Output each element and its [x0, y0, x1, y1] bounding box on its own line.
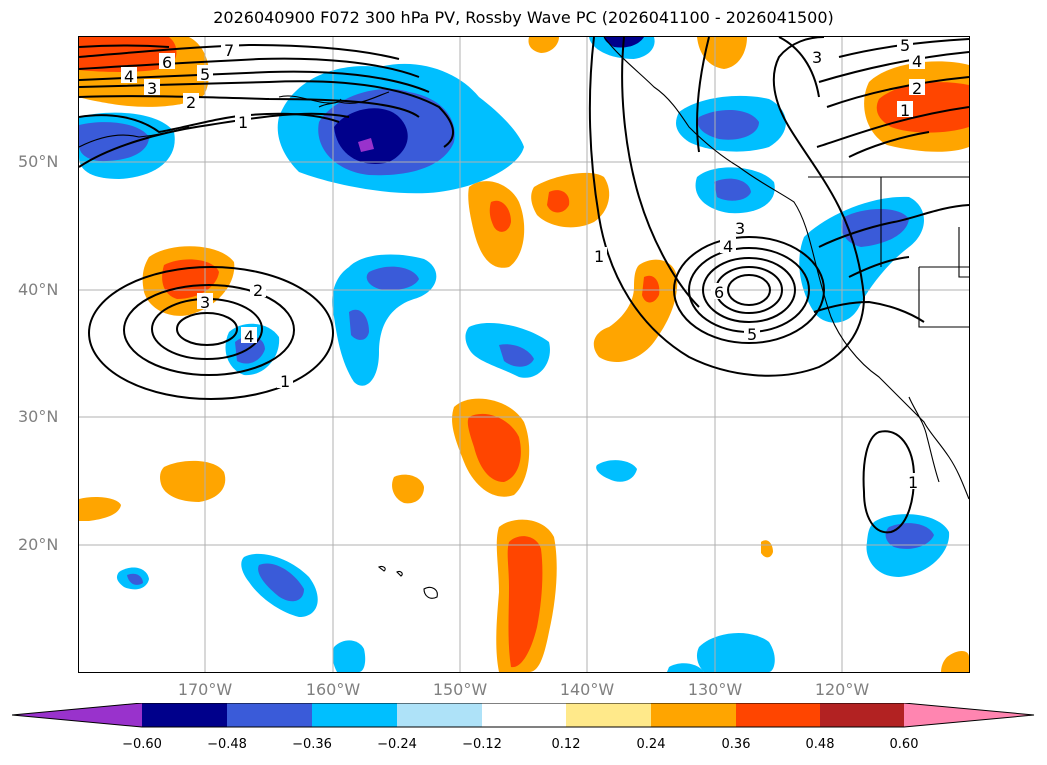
contour-label-low-1: 1 [280, 372, 290, 391]
colorbar-bin [482, 703, 566, 727]
colorbar-tick: 0.60 [889, 737, 919, 752]
graticule [79, 37, 969, 672]
contour-label-high-4: 4 [723, 237, 733, 256]
contour-label-high-5: 5 [747, 325, 757, 344]
colorbar-tick: 0.24 [636, 737, 666, 752]
map-panel: 7 6 5 4 3 2 1 5 4 3 2 1 3 4 6 5 2 3 4 1 … [79, 37, 969, 672]
lon-label-140w: 140°W [559, 680, 615, 699]
contour-label-5: 5 [200, 65, 210, 84]
colorbar-bin [651, 703, 736, 727]
contour-label-low-4: 4 [244, 327, 254, 346]
lat-label-20n: 20°N [18, 535, 59, 554]
colorbar-tick: −0.48 [207, 737, 247, 752]
contour-label-baja-1: 1 [908, 473, 918, 492]
contour-label-ne-1: 1 [900, 101, 910, 120]
contour-label-6: 6 [162, 53, 172, 72]
colorbar-high-extend [904, 703, 1034, 727]
negative-pv-shading [79, 37, 950, 672]
colorbar-tick: −0.36 [292, 737, 332, 752]
lat-label-30n: 30°N [18, 407, 59, 426]
lon-label-130w: 130°W [687, 680, 743, 699]
colorbar-bin [566, 703, 651, 727]
map-canvas: 7 6 5 4 3 2 1 5 4 3 2 1 3 4 6 5 2 3 4 1 … [79, 37, 969, 672]
colorbar-bin [736, 703, 820, 727]
colorbar-bin [142, 703, 227, 727]
colorbar-tick: 0.36 [721, 737, 751, 752]
contour-label-1: 1 [238, 113, 248, 132]
contour-label-3: 3 [147, 79, 157, 98]
contour-label-low-3: 3 [200, 293, 210, 312]
colorbar-tick: −0.24 [377, 737, 417, 752]
colorbar-tick: 0.12 [551, 737, 581, 752]
contour-label-ne-4: 4 [912, 52, 922, 71]
contour-labels: 7 6 5 4 3 2 1 5 4 3 2 1 3 4 6 5 2 3 4 1 … [124, 37, 922, 492]
contour-label-high-3: 3 [735, 219, 745, 238]
contour-label-7: 7 [224, 41, 234, 60]
lon-label-170w: 170°W [177, 680, 233, 699]
lat-label-50n: 50°N [18, 152, 59, 171]
colorbar-low-extend [12, 703, 142, 727]
contour-label-backgrounds [121, 37, 925, 489]
colorbar-bin [312, 703, 397, 727]
contour-label-low-2: 2 [253, 281, 263, 300]
colorbar-bin [397, 703, 482, 727]
contour-label-ne-5: 5 [900, 37, 910, 55]
colorbar-tick: −0.60 [122, 737, 162, 752]
rossby-wave-contours [79, 37, 969, 534]
contour-label-high-6: 6 [714, 283, 724, 302]
positive-pv-shading [79, 37, 969, 672]
colorbar-bin [820, 703, 904, 727]
lon-label-120w: 120°W [814, 680, 870, 699]
colorbar-tick: 0.48 [805, 737, 835, 752]
lon-label-150w: 150°W [432, 680, 488, 699]
colorbar-tick: −0.12 [462, 737, 502, 752]
colorbar [12, 703, 1035, 728]
colorbar-bin [227, 703, 312, 727]
contour-label-ne-2: 2 [912, 79, 922, 98]
contour-label-4: 4 [124, 67, 134, 86]
map-title: 2026040900 F072 300 hPa PV, Rossby Wave … [213, 8, 834, 27]
contour-label-ne-3: 3 [812, 48, 822, 67]
contour-label-2: 2 [186, 93, 196, 112]
contour-label-meridional-1: 1 [594, 247, 604, 266]
lat-label-40n: 40°N [18, 280, 59, 299]
lon-label-160w: 160°W [305, 680, 361, 699]
